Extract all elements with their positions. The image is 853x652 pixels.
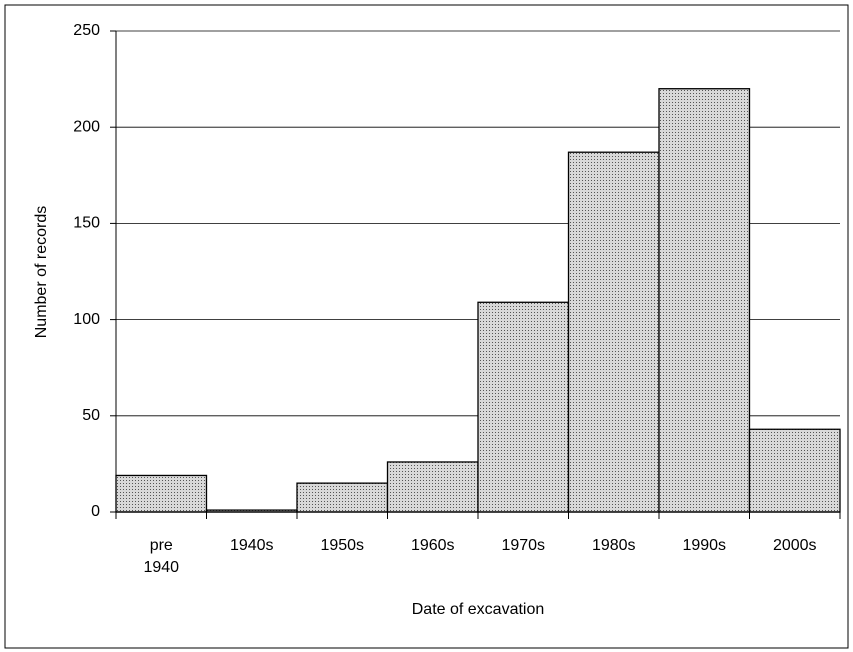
bar xyxy=(477,301,570,513)
y-tick-label: 0 xyxy=(91,503,100,520)
x-axis-title: Date of excavation xyxy=(412,601,545,618)
y-tick-label: 200 xyxy=(73,118,100,135)
frame xyxy=(4,4,849,649)
bar xyxy=(567,151,660,513)
y-tick-label: 150 xyxy=(73,215,100,232)
x-tick-label: 1940s xyxy=(229,537,274,554)
bar xyxy=(658,88,751,513)
x-tick-label: pre 1940 xyxy=(143,537,180,576)
x-tick-label: 2000s xyxy=(772,537,817,554)
bar xyxy=(386,461,479,513)
x-tick-label: 1960s xyxy=(410,537,455,554)
x-tick-label: 1950s xyxy=(320,537,365,554)
y-tick-label: 250 xyxy=(73,22,100,39)
bar xyxy=(115,474,208,513)
y-axis-title: Number of records xyxy=(33,206,50,339)
bar xyxy=(748,428,841,513)
x-tick-label: 1980s xyxy=(591,537,636,554)
bar xyxy=(296,482,389,513)
x-tick-label: 1970s xyxy=(501,537,546,554)
x-tick-label: 1990s xyxy=(682,537,727,554)
y-tick-label: 100 xyxy=(73,311,100,328)
y-tick-label: 50 xyxy=(82,407,100,424)
